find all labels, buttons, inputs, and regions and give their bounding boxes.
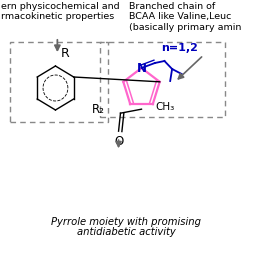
- Text: O: O: [114, 135, 123, 148]
- Text: N: N: [136, 63, 147, 76]
- Text: antidiabetic activity: antidiabetic activity: [77, 227, 176, 237]
- Text: Pyrrole moiety with promising: Pyrrole moiety with promising: [51, 217, 201, 227]
- Text: Branched chain of
BCAA like Valine,Leuc
(basically primary amin: Branched chain of BCAA like Valine,Leuc …: [129, 2, 241, 32]
- Text: CH₃: CH₃: [156, 102, 175, 112]
- Text: ern physicochemical and
rmacokinetic properties: ern physicochemical and rmacokinetic pro…: [1, 2, 120, 21]
- Text: R₂: R₂: [92, 103, 105, 116]
- Text: R: R: [61, 47, 69, 60]
- Bar: [100, 42, 225, 117]
- Bar: [10, 42, 108, 122]
- Text: n=1,2: n=1,2: [161, 43, 197, 53]
